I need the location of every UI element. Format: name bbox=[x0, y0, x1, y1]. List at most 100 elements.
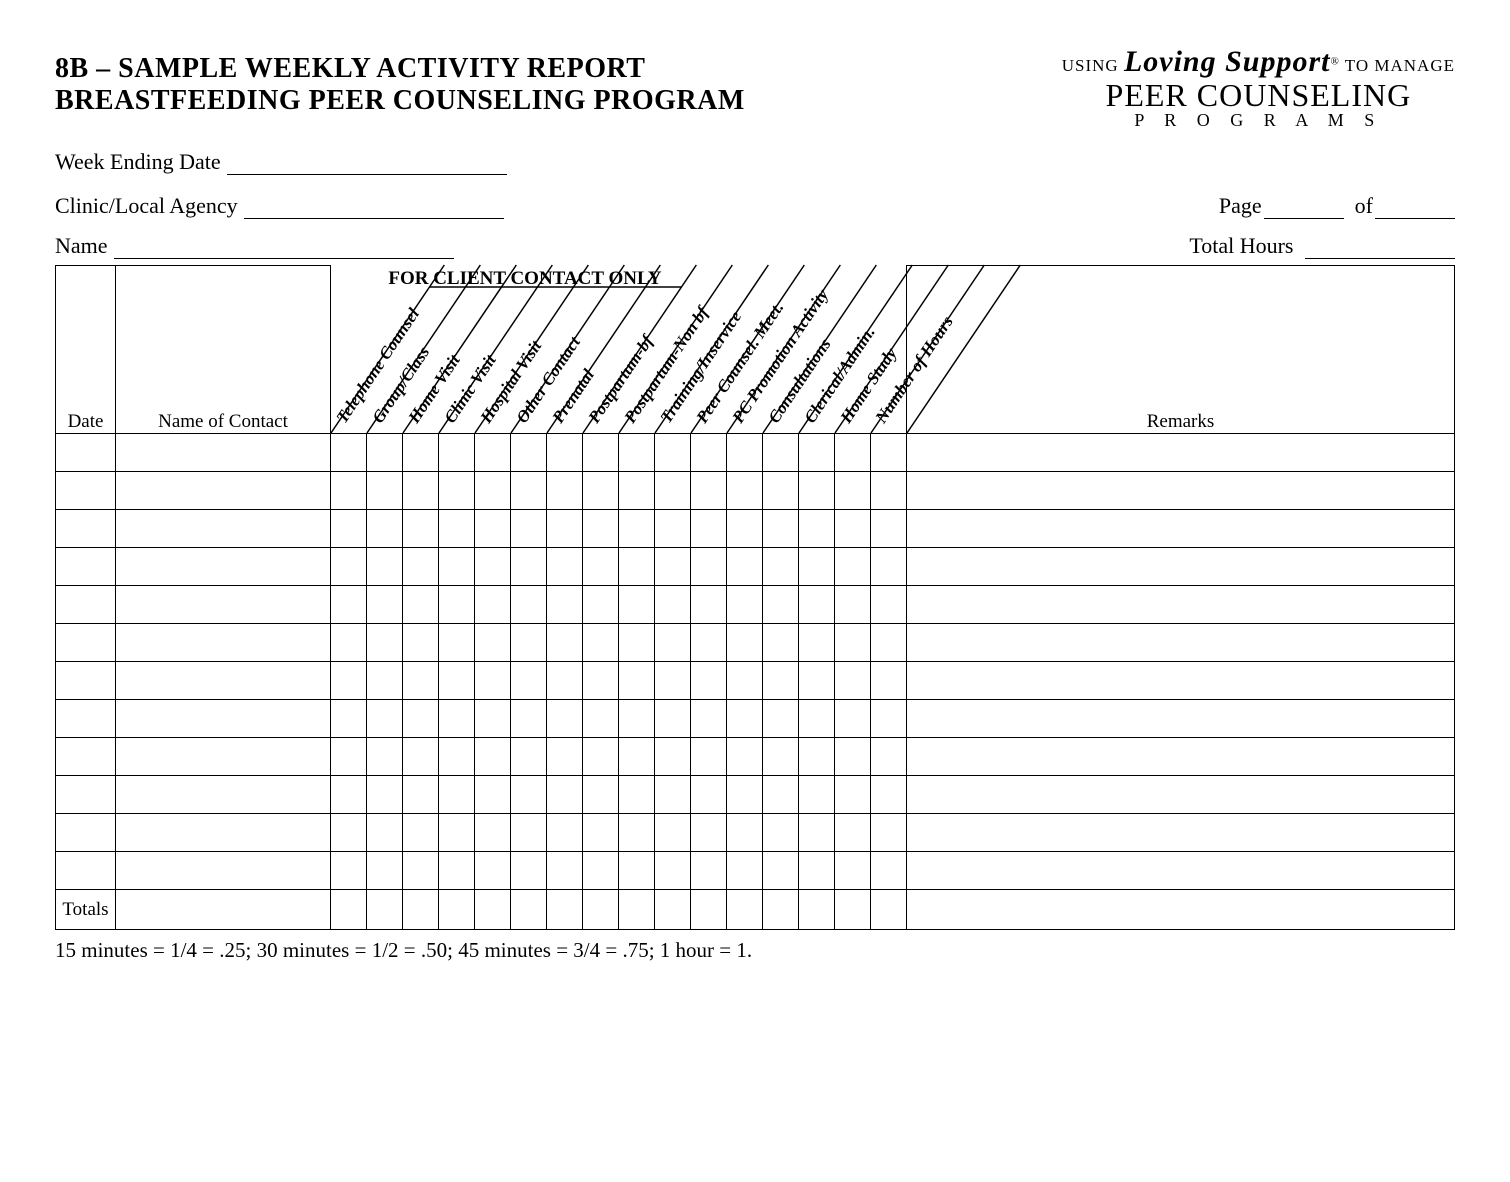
activity-cell[interactable] bbox=[763, 472, 799, 510]
date-cell[interactable] bbox=[56, 776, 116, 814]
activity-cell[interactable] bbox=[511, 548, 547, 586]
contact-cell[interactable] bbox=[116, 700, 331, 738]
activity-cell[interactable] bbox=[871, 472, 907, 510]
activity-cell[interactable] bbox=[799, 700, 835, 738]
activity-cell[interactable] bbox=[619, 662, 655, 700]
activity-cell[interactable] bbox=[727, 852, 763, 890]
date-cell[interactable] bbox=[56, 738, 116, 776]
activity-cell[interactable] bbox=[871, 662, 907, 700]
activity-total-cell[interactable] bbox=[439, 890, 475, 930]
activity-cell[interactable] bbox=[727, 510, 763, 548]
activity-cell[interactable] bbox=[331, 776, 367, 814]
date-cell[interactable] bbox=[56, 434, 116, 472]
page-input[interactable] bbox=[1264, 195, 1344, 219]
activity-cell[interactable] bbox=[403, 776, 439, 814]
activity-total-cell[interactable] bbox=[511, 890, 547, 930]
activity-cell[interactable] bbox=[835, 586, 871, 624]
activity-cell[interactable] bbox=[367, 624, 403, 662]
activity-cell[interactable] bbox=[547, 814, 583, 852]
activity-cell[interactable] bbox=[799, 662, 835, 700]
activity-cell[interactable] bbox=[367, 472, 403, 510]
date-cell[interactable] bbox=[56, 662, 116, 700]
activity-cell[interactable] bbox=[727, 434, 763, 472]
activity-cell[interactable] bbox=[691, 510, 727, 548]
contact-cell[interactable] bbox=[116, 776, 331, 814]
activity-cell[interactable] bbox=[871, 624, 907, 662]
activity-cell[interactable] bbox=[583, 510, 619, 548]
date-cell[interactable] bbox=[56, 852, 116, 890]
activity-cell[interactable] bbox=[403, 738, 439, 776]
activity-cell[interactable] bbox=[871, 510, 907, 548]
activity-cell[interactable] bbox=[799, 548, 835, 586]
remarks-cell[interactable] bbox=[907, 510, 1455, 548]
activity-cell[interactable] bbox=[475, 814, 511, 852]
activity-cell[interactable] bbox=[763, 434, 799, 472]
activity-cell[interactable] bbox=[835, 814, 871, 852]
activity-cell[interactable] bbox=[331, 510, 367, 548]
activity-cell[interactable] bbox=[835, 738, 871, 776]
activity-cell[interactable] bbox=[799, 814, 835, 852]
activity-cell[interactable] bbox=[871, 700, 907, 738]
activity-total-cell[interactable] bbox=[799, 890, 835, 930]
activity-cell[interactable] bbox=[547, 624, 583, 662]
activity-total-cell[interactable] bbox=[547, 890, 583, 930]
activity-cell[interactable] bbox=[547, 662, 583, 700]
activity-cell[interactable] bbox=[547, 700, 583, 738]
activity-cell[interactable] bbox=[727, 738, 763, 776]
activity-cell[interactable] bbox=[331, 586, 367, 624]
activity-cell[interactable] bbox=[655, 510, 691, 548]
activity-cell[interactable] bbox=[511, 814, 547, 852]
activity-cell[interactable] bbox=[367, 814, 403, 852]
activity-cell[interactable] bbox=[655, 776, 691, 814]
activity-cell[interactable] bbox=[439, 548, 475, 586]
remarks-cell[interactable] bbox=[907, 434, 1455, 472]
activity-cell[interactable] bbox=[835, 548, 871, 586]
contact-cell[interactable] bbox=[116, 548, 331, 586]
activity-cell[interactable] bbox=[403, 852, 439, 890]
contact-cell[interactable] bbox=[116, 738, 331, 776]
activity-cell[interactable] bbox=[403, 700, 439, 738]
activity-cell[interactable] bbox=[511, 586, 547, 624]
activity-cell[interactable] bbox=[763, 624, 799, 662]
activity-cell[interactable] bbox=[547, 472, 583, 510]
activity-cell[interactable] bbox=[799, 776, 835, 814]
date-cell[interactable] bbox=[56, 586, 116, 624]
activity-cell[interactable] bbox=[691, 700, 727, 738]
activity-cell[interactable] bbox=[583, 662, 619, 700]
activity-cell[interactable] bbox=[403, 472, 439, 510]
activity-cell[interactable] bbox=[547, 852, 583, 890]
activity-cell[interactable] bbox=[547, 548, 583, 586]
activity-cell[interactable] bbox=[547, 434, 583, 472]
activity-cell[interactable] bbox=[439, 586, 475, 624]
activity-cell[interactable] bbox=[367, 434, 403, 472]
activity-cell[interactable] bbox=[619, 586, 655, 624]
activity-cell[interactable] bbox=[403, 548, 439, 586]
activity-cell[interactable] bbox=[439, 662, 475, 700]
activity-cell[interactable] bbox=[691, 738, 727, 776]
activity-cell[interactable] bbox=[799, 624, 835, 662]
activity-total-cell[interactable] bbox=[871, 890, 907, 930]
activity-cell[interactable] bbox=[583, 586, 619, 624]
activity-cell[interactable] bbox=[511, 738, 547, 776]
activity-total-cell[interactable] bbox=[583, 890, 619, 930]
activity-cell[interactable] bbox=[763, 510, 799, 548]
activity-cell[interactable] bbox=[403, 814, 439, 852]
activity-cell[interactable] bbox=[727, 548, 763, 586]
activity-cell[interactable] bbox=[799, 738, 835, 776]
activity-cell[interactable] bbox=[835, 700, 871, 738]
activity-cell[interactable] bbox=[727, 814, 763, 852]
activity-cell[interactable] bbox=[835, 776, 871, 814]
remarks-cell[interactable] bbox=[907, 890, 1455, 930]
activity-cell[interactable] bbox=[691, 548, 727, 586]
activity-cell[interactable] bbox=[835, 510, 871, 548]
activity-cell[interactable] bbox=[835, 624, 871, 662]
activity-cell[interactable] bbox=[331, 852, 367, 890]
activity-total-cell[interactable] bbox=[475, 890, 511, 930]
activity-cell[interactable] bbox=[367, 700, 403, 738]
remarks-cell[interactable] bbox=[907, 738, 1455, 776]
activity-cell[interactable] bbox=[871, 434, 907, 472]
activity-cell[interactable] bbox=[331, 624, 367, 662]
activity-cell[interactable] bbox=[763, 662, 799, 700]
contact-cell[interactable] bbox=[116, 814, 331, 852]
remarks-cell[interactable] bbox=[907, 624, 1455, 662]
